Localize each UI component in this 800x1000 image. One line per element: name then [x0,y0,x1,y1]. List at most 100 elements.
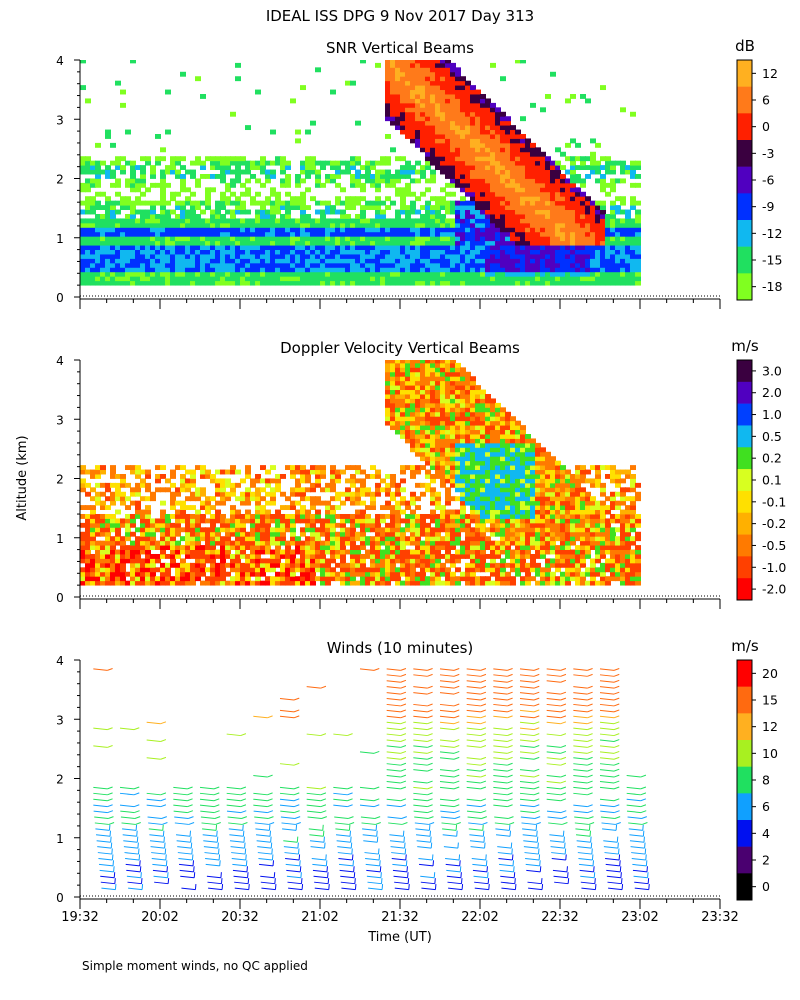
snr-cell [330,165,336,171]
snr-cell [100,271,106,277]
snr-cell [550,182,556,188]
velocity-cell [425,434,431,439]
snr-cell [430,227,436,233]
snr-cell [435,258,441,264]
velocity-cell [420,438,426,444]
velocity-cell [415,540,421,546]
snr-cell [110,267,116,273]
velocity-cell [400,425,406,431]
velocity-cell [285,540,291,546]
snr-cell [105,169,111,175]
velocity-cell [130,500,136,506]
velocity-cell [410,385,416,391]
velocity-cell [425,362,431,368]
snr-cell [590,253,596,259]
snr-cell [420,134,426,139]
snr-cell [455,262,461,268]
velocity-cell [265,509,271,515]
snr-cell [395,89,401,95]
velocity-cell [95,474,101,479]
snr-cell [300,209,306,215]
velocity-cell [325,513,331,519]
snr-cell [465,245,471,250]
snr-cell [210,262,216,268]
snr-cell [220,276,226,282]
velocity-cell [290,491,296,497]
snr-cell [375,245,381,250]
snr-cell [235,231,241,237]
velocity-cell [420,558,426,564]
snr-cell [175,169,181,175]
snr-cell [635,240,641,246]
snr-cell [125,227,131,233]
velocity-cell [160,465,166,471]
snr-cell [345,160,351,166]
snr-cell [210,236,216,242]
snr-cell [410,138,416,144]
snr-cell [450,134,456,139]
snr-cell [490,169,496,175]
snr-cell [285,218,291,224]
snr-cell [250,236,256,242]
velocity-cell [320,580,326,586]
snr-cell [110,169,116,175]
velocity-cell [250,571,256,577]
snr-cell [590,218,596,224]
snr-cell [330,253,336,259]
snr-cell [195,276,201,282]
snr-cell [440,213,446,219]
snr-cell [425,94,431,99]
snr-cell [410,245,416,250]
snr-cell [475,125,481,131]
snr-cell [440,165,446,171]
snr-cell [490,178,496,184]
snr-cell [565,205,571,211]
snr-cell [500,182,506,188]
snr-cell [550,205,556,211]
snr-cell [95,227,101,233]
velocity-cell [230,531,236,537]
snr-cell [110,182,116,188]
velocity-cell [125,549,131,555]
velocity-cell [300,478,306,484]
velocity-cell [90,571,96,577]
snr-cell [275,249,281,255]
snr-cell [395,249,401,255]
snr-cell [260,205,266,211]
velocity-cell [110,545,116,550]
velocity-cell [185,549,191,555]
snr-cell [455,138,461,144]
snr-cell [325,205,331,211]
snr-cell [160,182,166,188]
snr-cell [185,200,191,206]
snr-cell [415,178,421,184]
snr-cell [445,111,451,117]
snr-cell [175,280,181,286]
velocity-cell [165,545,171,550]
snr-cell [130,240,136,246]
snr-cell [115,182,121,188]
snr-cell [635,222,641,228]
snr-cell [320,160,326,166]
velocity-cell [405,416,411,422]
velocity-cell [390,385,396,391]
snr-cell [320,227,326,233]
snr-cell [275,218,281,224]
colorbar-label: 12 [762,66,778,81]
velocity-cell [400,558,406,564]
snr-cell [170,240,176,246]
snr-cell [455,98,461,104]
velocity-cell [225,549,231,555]
snr-cell [85,267,91,273]
snr-cell [605,218,611,224]
velocity-cell [435,567,441,573]
snr-cell [230,178,236,184]
snr-cell [215,200,221,206]
velocity-cell [280,491,286,497]
velocity-cell [390,402,396,408]
snr-cell [635,245,641,250]
velocity-cell [295,513,301,519]
velocity-cell [340,571,346,577]
velocity-cell [290,487,296,493]
snr-cell [205,231,211,237]
